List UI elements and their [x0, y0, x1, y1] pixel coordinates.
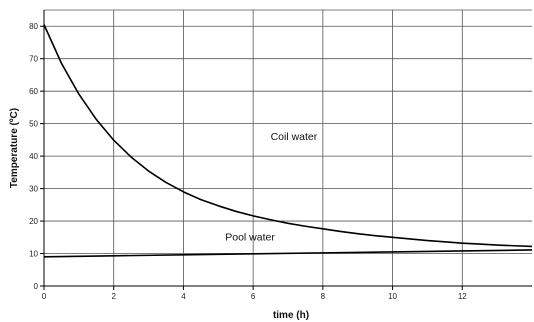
y-tick-label-50: 50	[29, 120, 38, 129]
y-tick-label-10: 10	[29, 250, 38, 259]
x-tick-label-8: 8	[321, 292, 326, 301]
x-tick-label-12: 12	[458, 292, 467, 301]
y-tick-label-30: 30	[29, 185, 38, 194]
x-tick-label-0: 0	[42, 292, 47, 301]
x-tick-label-2: 2	[111, 292, 116, 301]
series-line-pool-water	[43, 249, 533, 258]
annotation-coil-water: Coil water	[271, 131, 318, 143]
tick-labels: 0 2 4 6 8 10 12 0 10 20 30 40 50 60 70 80	[29, 22, 467, 301]
x-tick-label-4: 4	[181, 292, 186, 301]
axes	[40, 10, 532, 290]
series-lines	[43, 24, 533, 258]
y-tick-label-20: 20	[29, 217, 38, 226]
y-tick-label-40: 40	[29, 152, 38, 161]
x-tick-label-6: 6	[251, 292, 256, 301]
y-tick-label-70: 70	[29, 55, 38, 64]
grid	[44, 9, 532, 286]
series-line-coil-water	[43, 24, 533, 248]
annotation-pool-water: Pool water	[225, 232, 275, 244]
y-tick-label-60: 60	[29, 87, 38, 96]
y-tick-label-80: 80	[29, 22, 38, 31]
x-axis-title: time (h)	[273, 310, 309, 321]
y-tick-label-0: 0	[34, 282, 39, 291]
x-tick-label-10: 10	[388, 292, 397, 301]
y-axis-title: Temperature (ºC)	[9, 108, 20, 188]
